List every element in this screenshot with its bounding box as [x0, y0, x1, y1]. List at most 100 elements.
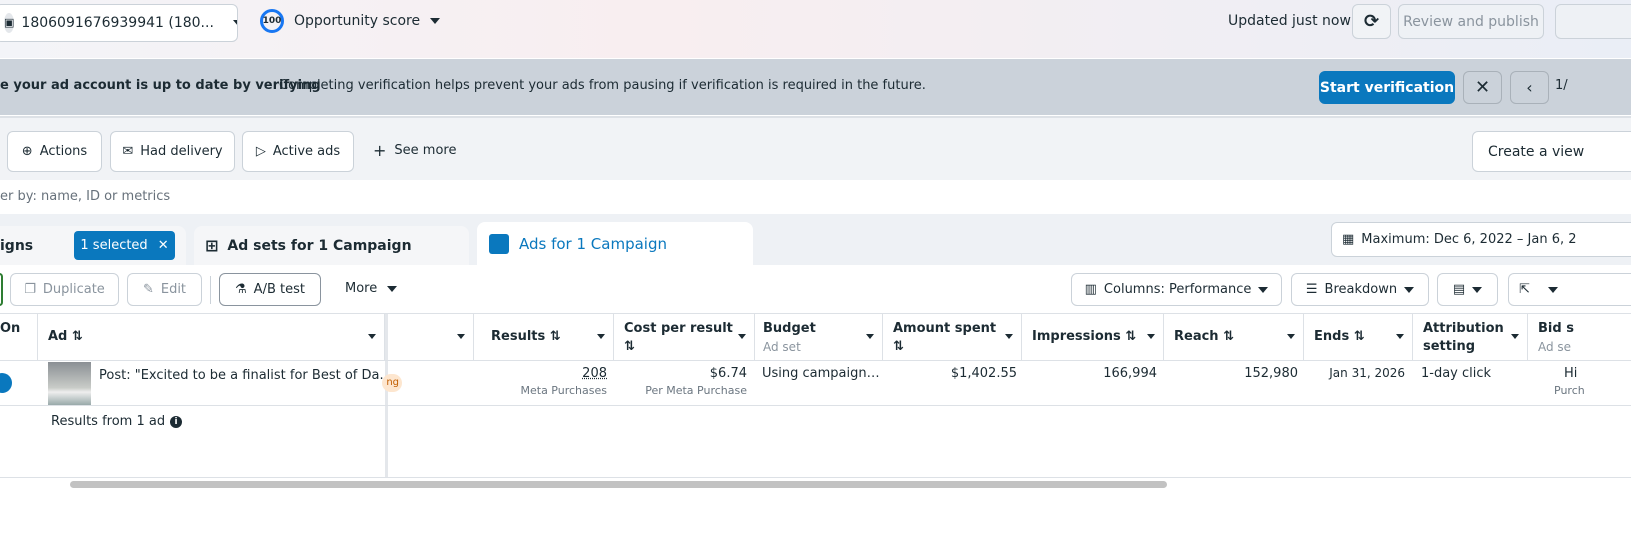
cell-bid-strategy: Hi Purch — [1554, 366, 1585, 397]
divider — [0, 477, 1631, 478]
tab-label: Ads for 1 Campaign — [519, 234, 667, 253]
col-on[interactable]: On — [0, 314, 38, 361]
col-reach[interactable]: Reach ⇅ — [1164, 314, 1304, 361]
col-amount-spent[interactable]: Amount spent ⇅ — [883, 314, 1022, 361]
pencil-icon: ✎ — [142, 282, 154, 297]
filter-had-delivery[interactable]: ✉ Had delivery — [110, 131, 235, 172]
results-sub: Meta Purchases — [520, 384, 608, 397]
col-bid-strategy[interactable]: Bid s Ad se — [1528, 314, 1631, 361]
duplicate-button[interactable]: ❐ Duplicate — [10, 273, 119, 306]
report-icon: ▤ — [1452, 282, 1466, 297]
chevron-down-icon — [1547, 286, 1558, 293]
tab-ad-sets[interactable]: ⊞ Ad sets for 1 Campaign — [194, 226, 469, 265]
create-button[interactable] — [0, 273, 3, 306]
divider — [0, 360, 1631, 361]
ab-test-button[interactable]: ⚗ A/B test — [219, 273, 321, 306]
review-publish-button[interactable]: Review and publish — [1398, 4, 1544, 39]
header-sub: Ad set — [763, 340, 801, 354]
cpr-value: $6.74 — [709, 366, 747, 381]
chevron-down-icon — [738, 334, 746, 339]
col-delivery[interactable] — [388, 314, 474, 361]
close-icon[interactable]: ✕ — [157, 238, 169, 253]
col-ad[interactable]: Ad ⇅ — [38, 314, 385, 361]
see-more-button[interactable]: + See more — [373, 143, 456, 159]
date-range-button[interactable]: ▦ Maximum: Dec 6, 2022 – Jan 6, 2 — [1331, 222, 1631, 257]
more-button[interactable]: More — [345, 281, 398, 296]
opportunity-score[interactable]: 100 Opportunity score — [260, 9, 441, 33]
header-label: Bid s — [1538, 321, 1574, 336]
header-label: Budget — [763, 321, 816, 336]
create-view-button[interactable]: Create a view — [1472, 131, 1631, 172]
button-label: Edit — [160, 282, 187, 297]
bid-sub: Purch — [1554, 384, 1585, 397]
chevron-down-icon — [1404, 286, 1415, 293]
cell-ends: Jan 31, 2026 — [1329, 366, 1405, 380]
columns-button[interactable]: ▥ Columns: Performance — [1071, 273, 1282, 306]
tab-campaigns[interactable]: igns 1 selected ✕ — [0, 226, 186, 265]
search-bar[interactable]: er by: name, ID or metrics — [0, 180, 1631, 214]
bid-value: Hi — [1564, 366, 1578, 381]
export-button[interactable]: ⇱ — [1508, 273, 1631, 306]
reports-button[interactable]: ▤ — [1437, 273, 1498, 306]
flask-icon: ⚗ — [235, 282, 247, 297]
header-label: On — [0, 321, 21, 336]
chevron-down-icon — [232, 20, 237, 26]
account-name: 1806091676939941 (180... — [21, 15, 214, 31]
cell-amount-spent: $1,402.55 — [950, 366, 1017, 381]
more-top-button[interactable] — [1555, 4, 1631, 39]
account-icon: ▣ — [4, 13, 15, 33]
ad-name[interactable]: Post: "Excited to be a finalist for Best… — [99, 368, 392, 383]
filter-actions[interactable]: ⊕ Actions — [7, 131, 102, 172]
tab-label: Ad sets for 1 Campaign — [227, 237, 412, 254]
table-row[interactable]: Post: "Excited to be a finalist for Best… — [0, 361, 1631, 405]
col-ends[interactable]: Ends ⇅ — [1304, 314, 1413, 361]
breakdown-button[interactable]: ☰ Breakdown — [1291, 273, 1429, 306]
send-icon: ▷ — [255, 144, 266, 159]
close-icon: ✕ — [1474, 77, 1491, 98]
account-selector[interactable]: ▣ 1806091676939941 (180... — [0, 4, 238, 42]
score-label: Opportunity score — [294, 13, 421, 29]
start-verification-button[interactable]: Start verification — [1319, 71, 1455, 104]
sort-icon: ⇅ — [893, 339, 904, 354]
calendar-icon: ▦ — [1342, 232, 1355, 247]
col-attribution[interactable]: Attribution setting — [1413, 314, 1528, 361]
see-more-label: See more — [394, 143, 457, 158]
col-impressions[interactable]: Impressions ⇅ — [1022, 314, 1164, 361]
selected-badge[interactable]: 1 selected ✕ — [74, 231, 175, 260]
search-input[interactable]: er by: name, ID or metrics — [0, 189, 171, 204]
button-label: Columns: Performance — [1103, 282, 1252, 297]
banner-pager: 1/ — [1555, 78, 1568, 93]
header-sub: Ad se — [1538, 340, 1572, 354]
info-icon[interactable]: i — [170, 415, 183, 428]
chevron-down-icon — [430, 18, 441, 24]
updated-status: Updated just now — [1228, 13, 1351, 29]
refresh-icon: ⟳ — [1363, 11, 1380, 32]
edit-button[interactable]: ✎ Edit — [127, 273, 202, 306]
duplicate-icon: ❐ — [24, 282, 36, 297]
chevron-down-icon — [387, 285, 398, 292]
cell-cost-per-result: $6.74 Per Meta Purchase — [645, 366, 747, 397]
col-results[interactable]: Results ⇅ — [474, 314, 614, 361]
button-label: Breakdown — [1324, 282, 1398, 297]
col-cost-per-result[interactable]: Cost per result ⇅ — [614, 314, 755, 361]
status-badge: ng — [382, 374, 402, 392]
prev-button[interactable]: ‹ — [1510, 71, 1549, 104]
header-label: Reach ⇅ — [1174, 329, 1234, 344]
refresh-button[interactable]: ⟳ — [1352, 4, 1391, 39]
horizontal-scrollbar[interactable] — [70, 481, 1167, 488]
filter-label: Had delivery — [140, 144, 223, 159]
cell-results: 208 Meta Purchases — [521, 366, 608, 397]
header-label: Results ⇅ — [491, 329, 561, 344]
tab-ads[interactable]: Ads for 1 Campaign — [477, 222, 753, 265]
chevron-down-icon — [1258, 286, 1269, 293]
sort-icon: ⇅ — [624, 339, 635, 354]
toggle-switch[interactable] — [0, 373, 12, 393]
chevron-down-icon — [457, 334, 465, 339]
filter-label: Actions — [39, 144, 88, 159]
col-budget[interactable]: Budget Ad set — [755, 314, 883, 361]
arrow-up-circle-icon: ⊕ — [21, 144, 33, 159]
results-value[interactable]: 208 — [582, 366, 607, 381]
frozen-divider[interactable] — [385, 314, 388, 478]
filter-active-ads[interactable]: ▷ Active ads — [242, 131, 354, 172]
close-banner-button[interactable]: ✕ — [1463, 71, 1502, 104]
